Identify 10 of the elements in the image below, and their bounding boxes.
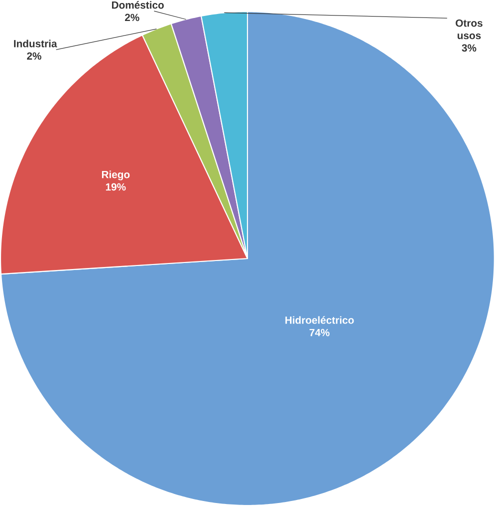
slice-label: Industria [14,40,58,48]
data-label: 2% [27,52,42,60]
data-label: 2% [125,14,140,22]
data-label: 74% [310,328,330,336]
slice-label: Riego [102,170,130,180]
slice-label: Hidroeléctrico [285,316,354,324]
data-label: 19% [106,183,126,191]
slice-label: Doméstico [112,1,164,9]
slice-label: Otros usos [456,19,482,40]
data-label: 3% [462,44,476,52]
